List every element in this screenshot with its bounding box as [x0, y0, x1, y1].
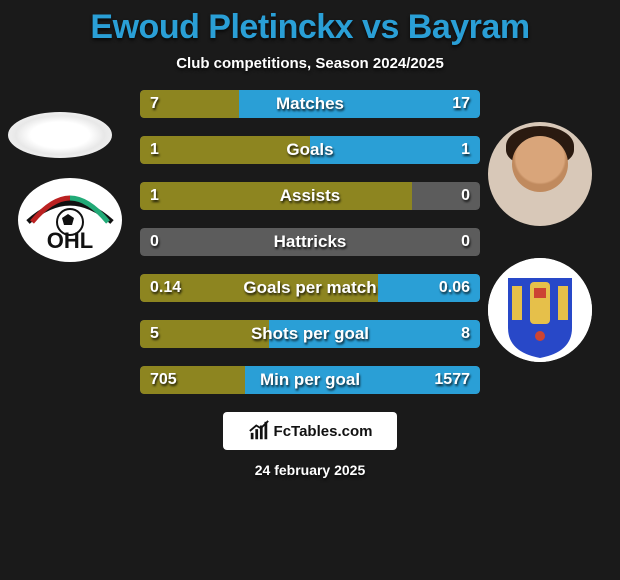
svg-text:OHL: OHL [47, 228, 93, 253]
stat-row: 7051577Min per goal [140, 366, 480, 394]
stat-row: 58Shots per goal [140, 320, 480, 348]
site-name: FcTables.com [274, 423, 373, 440]
stat-row: 10Assists [140, 182, 480, 210]
site-badge: FcTables.com [223, 412, 397, 450]
club-left-crest: OHL [18, 178, 122, 262]
stat-row: 717Matches [140, 90, 480, 118]
chart-icon [248, 420, 270, 442]
club-right-crest [488, 258, 592, 362]
comparison-card: Ewoud Pletinckx vs Bayram Club competiti… [0, 0, 620, 580]
date-label: 24 february 2025 [0, 462, 620, 478]
stat-row: 00Hattricks [140, 228, 480, 256]
stats-bars: 717Matches 11Goals 10Assists 00Hattricks 0.1… [140, 90, 480, 394]
player-left-avatar [8, 112, 112, 158]
stat-row: 0.140.06Goals per match [140, 274, 480, 302]
player-right-avatar [488, 122, 592, 226]
stat-row: 11Goals [140, 136, 480, 164]
page-subtitle: Club competitions, Season 2024/2025 [0, 55, 620, 72]
page-title: Ewoud Pletinckx vs Bayram [0, 8, 620, 47]
